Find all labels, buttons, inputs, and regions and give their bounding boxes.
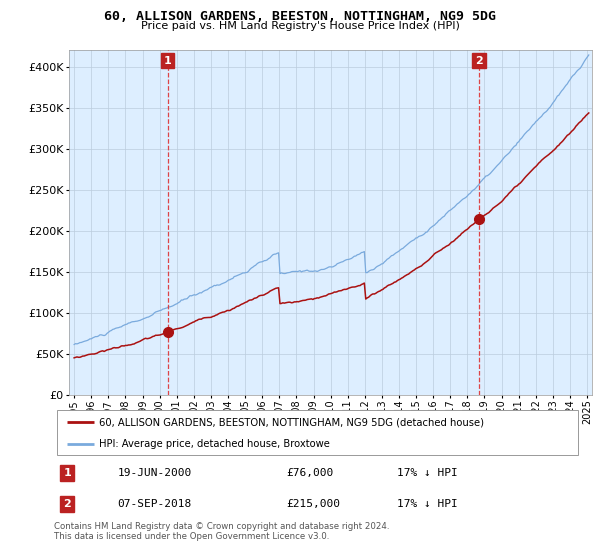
Text: HPI: Average price, detached house, Broxtowe: HPI: Average price, detached house, Brox… (99, 439, 330, 449)
Text: 19-JUN-2000: 19-JUN-2000 (118, 468, 191, 478)
Text: 17% ↓ HPI: 17% ↓ HPI (397, 499, 458, 509)
Text: Price paid vs. HM Land Registry's House Price Index (HPI): Price paid vs. HM Land Registry's House … (140, 21, 460, 31)
Text: 60, ALLISON GARDENS, BEESTON, NOTTINGHAM, NG9 5DG (detached house): 60, ALLISON GARDENS, BEESTON, NOTTINGHAM… (99, 417, 484, 427)
Text: 07-SEP-2018: 07-SEP-2018 (118, 499, 191, 509)
Text: Contains HM Land Registry data © Crown copyright and database right 2024.
This d: Contains HM Land Registry data © Crown c… (54, 522, 389, 542)
Text: 60, ALLISON GARDENS, BEESTON, NOTTINGHAM, NG9 5DG: 60, ALLISON GARDENS, BEESTON, NOTTINGHAM… (104, 10, 496, 22)
Text: 2: 2 (475, 55, 483, 66)
Text: 1: 1 (164, 55, 172, 66)
FancyBboxPatch shape (56, 410, 578, 455)
Text: £215,000: £215,000 (286, 499, 340, 509)
Text: £76,000: £76,000 (286, 468, 334, 478)
Text: 1: 1 (64, 468, 71, 478)
Text: 17% ↓ HPI: 17% ↓ HPI (397, 468, 458, 478)
Text: 2: 2 (64, 499, 71, 509)
